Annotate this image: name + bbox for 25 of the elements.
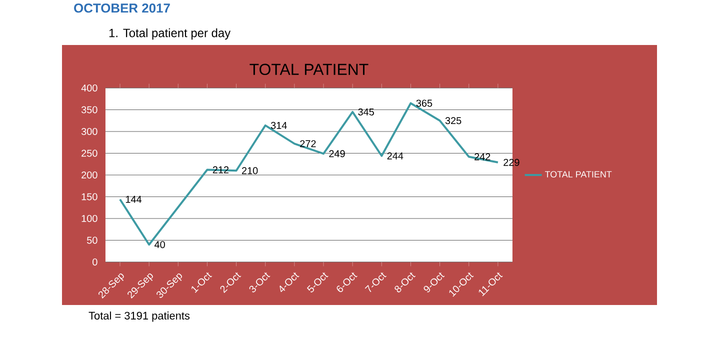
data-label: 244 bbox=[387, 152, 404, 160]
chart-subtitle: 1. Total patient per day bbox=[109, 28, 231, 40]
data-label: 345 bbox=[358, 108, 374, 116]
y-tick-label: 400 bbox=[81, 84, 98, 92]
y-tick-label: 200 bbox=[82, 171, 98, 179]
text: Total = 3191 patients bbox=[88, 312, 190, 322]
data-label: 325 bbox=[445, 117, 462, 124]
data-label: 212 bbox=[212, 166, 229, 174]
y-tick-label: 150 bbox=[82, 193, 98, 200]
y-tick-label: 350 bbox=[81, 106, 98, 114]
text: OCTOBER 2017 bbox=[74, 4, 170, 13]
y-tick-label: 0 bbox=[92, 258, 98, 266]
y-tick-label: 50 bbox=[87, 236, 98, 244]
data-label: 365 bbox=[416, 100, 432, 107]
legend-label: TOTAL PATIENT bbox=[544, 171, 612, 178]
data-label: 242 bbox=[474, 153, 490, 160]
data-label: 314 bbox=[270, 122, 287, 129]
chart-title: TOTAL PATIENT bbox=[250, 64, 368, 76]
y-tick-label: 250 bbox=[82, 150, 98, 157]
data-label: 144 bbox=[126, 196, 142, 203]
data-label: 40 bbox=[154, 241, 165, 248]
data-label: 210 bbox=[242, 167, 258, 174]
y-tick-label: 100 bbox=[82, 214, 98, 222]
y-tick-label: 300 bbox=[81, 128, 98, 136]
data-label: 272 bbox=[300, 140, 316, 148]
